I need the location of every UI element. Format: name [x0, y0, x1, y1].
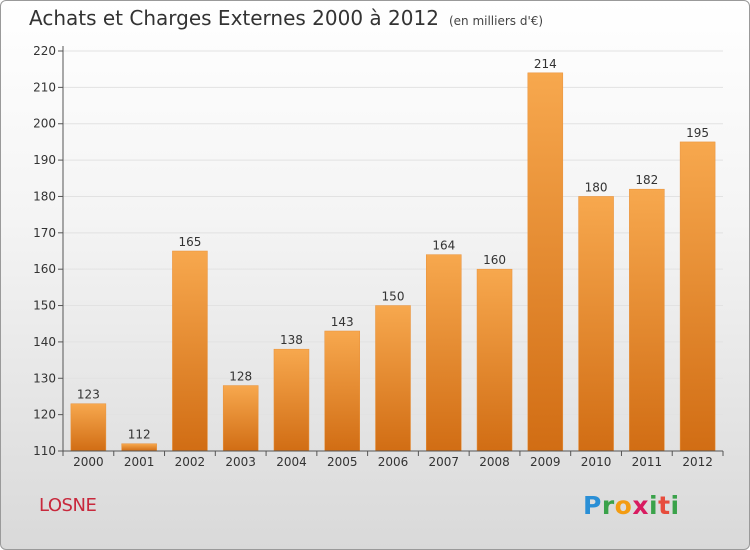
- logo-letter: i: [670, 491, 680, 520]
- bar-2006[interactable]: [375, 305, 411, 452]
- logo-letter: t: [658, 491, 671, 520]
- bar-2012[interactable]: [679, 141, 716, 452]
- bar-2003[interactable]: [222, 385, 259, 452]
- y-tick-label: 130: [33, 371, 56, 385]
- bar-value-label: 160: [483, 253, 506, 267]
- y-tick-label: 200: [33, 117, 56, 131]
- y-tick-label: 150: [33, 299, 56, 313]
- bar-value-label: 128: [229, 370, 252, 384]
- bar-2004[interactable]: [273, 348, 310, 452]
- bar-2007[interactable]: [426, 254, 462, 452]
- y-tick-label: 110: [33, 444, 56, 458]
- bar-2000[interactable]: [70, 403, 107, 452]
- bar-value-label: 165: [178, 235, 201, 249]
- x-tick-label: 2005: [327, 455, 358, 469]
- bar-value-label: 182: [635, 173, 658, 187]
- bar-value-label: 180: [585, 180, 608, 194]
- logo-letter: o: [614, 491, 633, 520]
- x-tick-label: 2011: [632, 455, 663, 469]
- x-tick-label: 2008: [479, 455, 510, 469]
- y-tick-label: 140: [33, 335, 56, 349]
- logo-letter: r: [601, 491, 615, 520]
- bar-2005[interactable]: [324, 330, 360, 452]
- x-tick-label: 2009: [530, 455, 561, 469]
- logo-letter: P: [583, 491, 602, 520]
- y-tick-label: 220: [33, 44, 56, 58]
- bar-value-label: 143: [331, 315, 354, 329]
- x-tick-label: 2002: [175, 455, 206, 469]
- y-tick-label: 190: [33, 153, 56, 167]
- x-tick-label: 2006: [378, 455, 409, 469]
- y-tick-label: 210: [33, 80, 56, 94]
- bar-value-label: 138: [280, 333, 303, 347]
- x-tick-label: 2001: [124, 455, 155, 469]
- town-name: LOSNE: [39, 495, 97, 516]
- logo-letter: i: [649, 491, 659, 520]
- proxiti-logo[interactable]: Proxiti: [583, 491, 680, 520]
- bar-2001[interactable]: [121, 443, 157, 452]
- x-tick-label: 2012: [682, 455, 713, 469]
- bar-value-label: 195: [686, 126, 709, 140]
- bar-value-label: 112: [128, 428, 151, 442]
- x-tick-label: 2004: [276, 455, 307, 469]
- chart-title-text: Achats et Charges Externes 2000 à 2012: [29, 6, 439, 30]
- y-tick-label: 160: [33, 262, 56, 276]
- y-tick-label: 120: [33, 408, 56, 422]
- y-tick-label: 170: [33, 226, 56, 240]
- x-tick-label: 2003: [225, 455, 256, 469]
- bar-2008[interactable]: [476, 268, 513, 452]
- bar-value-label: 214: [534, 57, 557, 71]
- x-tick-label: 2007: [428, 455, 459, 469]
- bars: 123 112 165 128 138 143 150 164 160 214 180 182 195: [70, 57, 716, 452]
- bar-2010[interactable]: [578, 196, 614, 452]
- bar-value-label: 150: [382, 290, 405, 304]
- chart-title: Achats et Charges Externes 2000 à 2012 (e…: [29, 6, 543, 30]
- y-tick-label: 180: [33, 189, 56, 203]
- logo-letter: x: [632, 491, 649, 520]
- bar-2011[interactable]: [629, 188, 665, 452]
- bar-value-label: 123: [77, 388, 100, 402]
- bar-value-label: 164: [432, 239, 455, 253]
- bar-2002[interactable]: [172, 250, 208, 452]
- x-tick-label: 2000: [73, 455, 104, 469]
- chart-subtitle: (en milliers d'€): [448, 14, 544, 28]
- bar-2009[interactable]: [527, 72, 564, 452]
- x-tick-label: 2010: [581, 455, 612, 469]
- axes: 110 120 130 140 150 160 170 180 190 200 210 220 2000…: [33, 44, 724, 469]
